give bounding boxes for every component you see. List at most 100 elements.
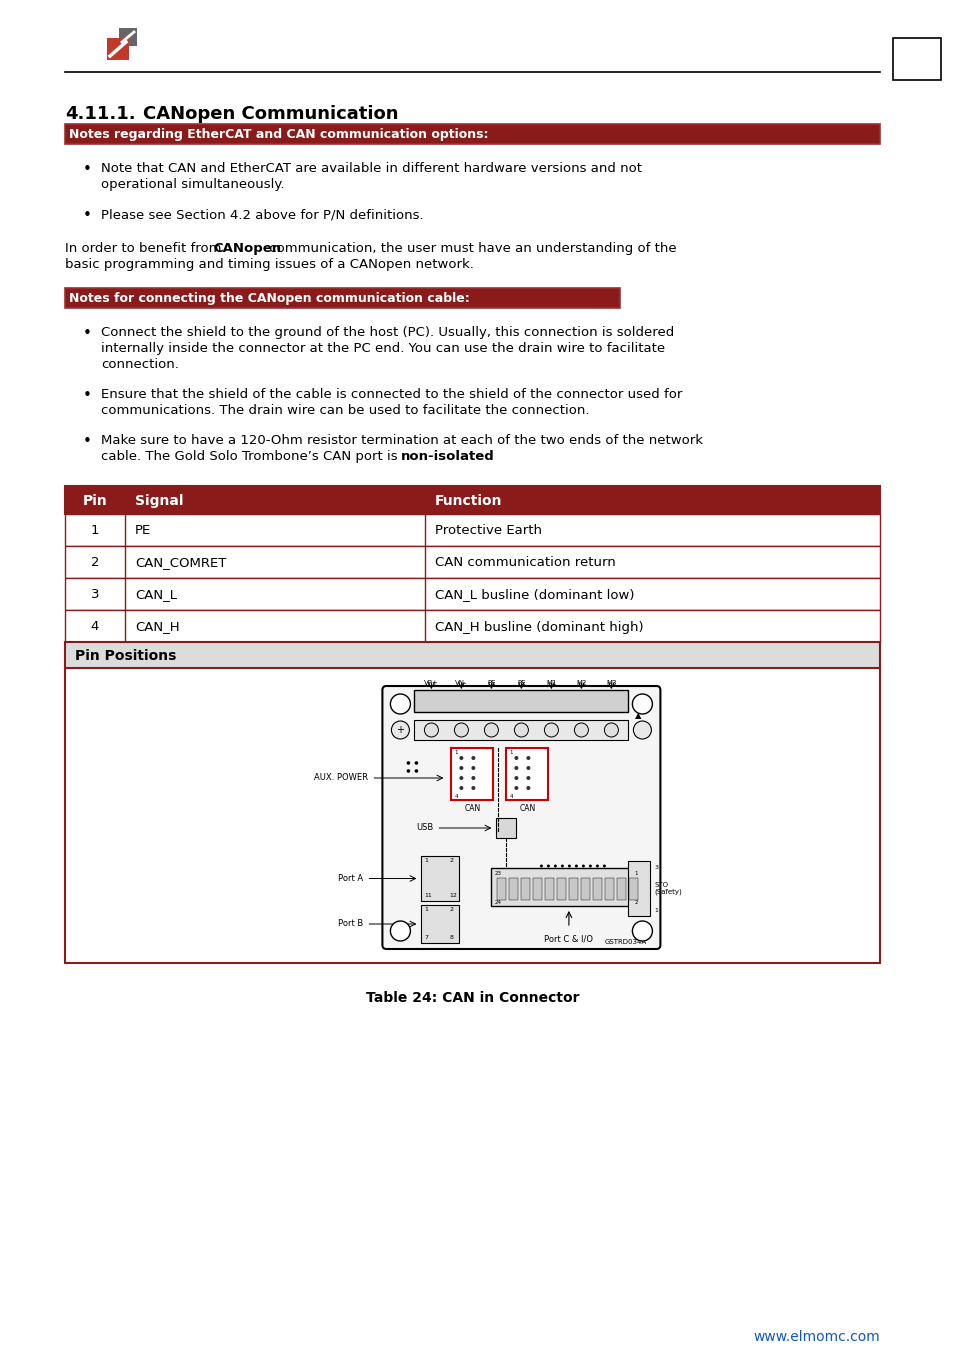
Circle shape — [471, 756, 475, 760]
Circle shape — [514, 776, 517, 780]
Text: connection.: connection. — [101, 358, 179, 371]
Bar — [521, 878, 530, 900]
Circle shape — [560, 879, 563, 882]
Text: PE: PE — [487, 680, 496, 686]
Bar — [65, 486, 879, 514]
Text: STO
(Safety): STO (Safety) — [654, 882, 681, 895]
Circle shape — [567, 879, 570, 882]
Bar — [451, 748, 493, 801]
Text: •: • — [83, 387, 91, 404]
Text: 2: 2 — [449, 907, 453, 913]
Bar — [593, 878, 601, 900]
Text: 1: 1 — [509, 751, 513, 755]
Bar — [65, 288, 619, 308]
Circle shape — [390, 921, 410, 941]
Bar — [421, 904, 459, 944]
Text: ▲: ▲ — [635, 711, 641, 720]
Bar — [65, 643, 879, 668]
Circle shape — [602, 864, 605, 868]
Bar — [545, 878, 554, 900]
Text: M2: M2 — [576, 680, 586, 686]
Text: Table 24: CAN in Connector: Table 24: CAN in Connector — [365, 991, 578, 1004]
Circle shape — [526, 765, 530, 769]
Circle shape — [554, 879, 557, 882]
Text: cable. The Gold Solo Trombone’s CAN port is: cable. The Gold Solo Trombone’s CAN port… — [101, 450, 401, 463]
Text: Function: Function — [435, 494, 502, 508]
Text: 2: 2 — [91, 556, 99, 570]
Text: 8: 8 — [449, 936, 453, 940]
Circle shape — [459, 756, 463, 760]
Text: .: . — [471, 450, 475, 463]
Bar — [617, 878, 626, 900]
Text: 7: 7 — [424, 936, 428, 940]
Circle shape — [544, 724, 558, 737]
Text: 1: 1 — [634, 871, 638, 876]
Bar — [119, 28, 137, 46]
Text: Signal: Signal — [135, 494, 183, 508]
Text: 24: 24 — [494, 900, 501, 904]
Text: PE: PE — [517, 680, 525, 686]
Circle shape — [560, 872, 563, 875]
Text: CAN_L: CAN_L — [135, 589, 177, 602]
Circle shape — [633, 721, 651, 738]
Text: CAN_H busline (dominant high): CAN_H busline (dominant high) — [435, 621, 643, 633]
Text: 3: 3 — [91, 589, 99, 602]
Text: M1: M1 — [545, 680, 556, 686]
Circle shape — [459, 776, 463, 780]
Text: 11: 11 — [424, 892, 432, 898]
Bar — [107, 38, 129, 59]
Text: Notes for connecting the CANopen communication cable:: Notes for connecting the CANopen communi… — [69, 292, 469, 305]
Text: 1: 1 — [454, 751, 457, 755]
Text: CANopen Communication: CANopen Communication — [143, 105, 398, 123]
Bar — [506, 748, 548, 801]
Text: PE: PE — [135, 525, 152, 537]
Bar — [892, 38, 940, 80]
Bar — [414, 720, 628, 740]
Text: non-isolated: non-isolated — [400, 450, 495, 463]
Circle shape — [596, 879, 598, 882]
Circle shape — [604, 724, 618, 737]
Circle shape — [602, 872, 605, 875]
Circle shape — [415, 769, 417, 772]
Text: Port A: Port A — [338, 873, 363, 883]
Text: CAN: CAN — [464, 805, 480, 813]
Circle shape — [454, 724, 468, 737]
Circle shape — [546, 864, 549, 868]
Bar — [491, 868, 646, 906]
Text: VN-: VN- — [455, 680, 467, 686]
Text: M3: M3 — [605, 680, 616, 686]
Circle shape — [539, 872, 542, 875]
Circle shape — [575, 864, 578, 868]
Circle shape — [459, 765, 463, 769]
Circle shape — [514, 724, 528, 737]
Text: communication, the user must have an understanding of the: communication, the user must have an und… — [265, 242, 676, 255]
Text: CAN_COMRET: CAN_COMRET — [135, 556, 226, 570]
Text: Ensure that the shield of the cable is connected to the shield of the connector : Ensure that the shield of the cable is c… — [101, 387, 681, 401]
Bar — [65, 578, 879, 610]
Bar — [414, 690, 628, 711]
Circle shape — [588, 879, 591, 882]
Circle shape — [546, 879, 549, 882]
Circle shape — [581, 879, 584, 882]
Circle shape — [575, 879, 578, 882]
Text: Connect the shield to the ground of the host (PC). Usually, this connection is s: Connect the shield to the ground of the … — [101, 325, 674, 339]
Circle shape — [471, 765, 475, 769]
Text: 2: 2 — [449, 859, 453, 863]
Text: internally inside the connector at the PC end. You can use the drain wire to fac: internally inside the connector at the P… — [101, 342, 664, 355]
Circle shape — [539, 879, 542, 882]
Circle shape — [526, 776, 530, 780]
Bar — [65, 124, 879, 144]
Bar — [65, 545, 879, 578]
Text: VP+: VP+ — [423, 680, 438, 686]
Circle shape — [406, 769, 410, 772]
Bar — [509, 878, 517, 900]
Circle shape — [596, 872, 598, 875]
Circle shape — [560, 864, 563, 868]
Circle shape — [567, 872, 570, 875]
Text: CAN: CAN — [518, 805, 535, 813]
Circle shape — [406, 761, 410, 765]
Text: GSTRD034A: GSTRD034A — [603, 940, 646, 945]
Circle shape — [539, 864, 542, 868]
Circle shape — [459, 786, 463, 790]
Text: •: • — [83, 208, 91, 223]
